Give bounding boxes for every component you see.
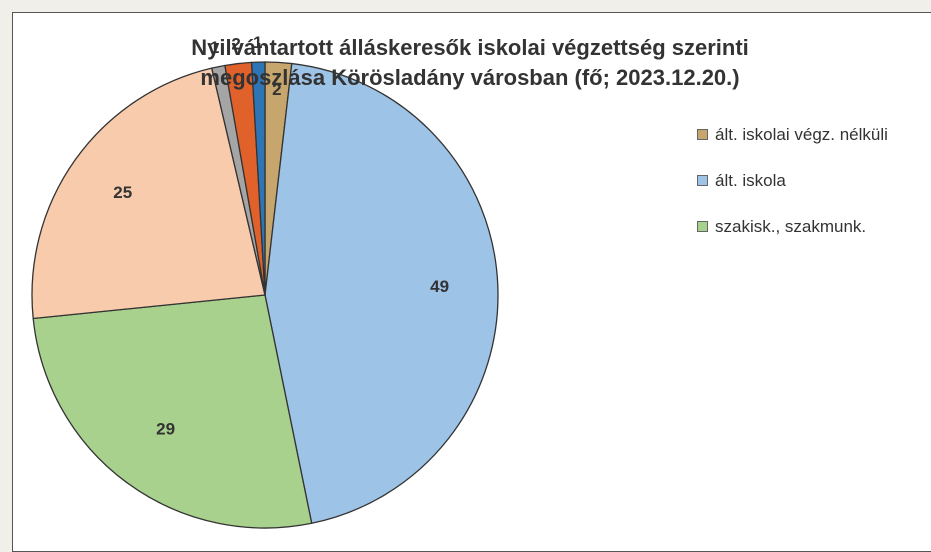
legend-swatch <box>697 129 708 140</box>
pie-slice <box>31 67 266 320</box>
data-label: 25 <box>113 183 132 202</box>
pie-slice <box>32 294 313 529</box>
legend-entry: ált. iskolai végz. nélküli <box>695 122 895 148</box>
legend-entry: szakisk., szakmunk. <box>695 214 895 240</box>
legend-label: ált. iskola <box>715 171 786 190</box>
legend-label: szakisk., szakmunk. <box>715 217 867 236</box>
data-label: 49 <box>430 277 449 296</box>
legend: ált. iskolai végz. nélküli ált. iskola sza… <box>695 122 895 260</box>
data-label: 2 <box>272 80 281 99</box>
chart-title: megoszlása Körösladány városban (fő; 202… <box>200 65 739 90</box>
legend-swatch <box>697 221 708 232</box>
data-label: 29 <box>156 420 175 439</box>
pie-slice <box>264 62 499 525</box>
legend-swatch <box>697 175 708 186</box>
page: 2 49 29 25 1 2 1 Nyilvántartott álláskeresők is… <box>12 12 931 552</box>
data-label: 1 <box>253 33 262 52</box>
legend-label: ált. iskolai végz. nélküli <box>715 125 888 144</box>
chart-title: Nyilvántartott álláskeresők iskolai végz… <box>191 35 749 60</box>
legend-entry: ált. iskola <box>695 168 895 194</box>
data-label: 1 <box>210 38 219 57</box>
pie-slice <box>250 61 266 296</box>
data-label: 2 <box>231 35 240 54</box>
